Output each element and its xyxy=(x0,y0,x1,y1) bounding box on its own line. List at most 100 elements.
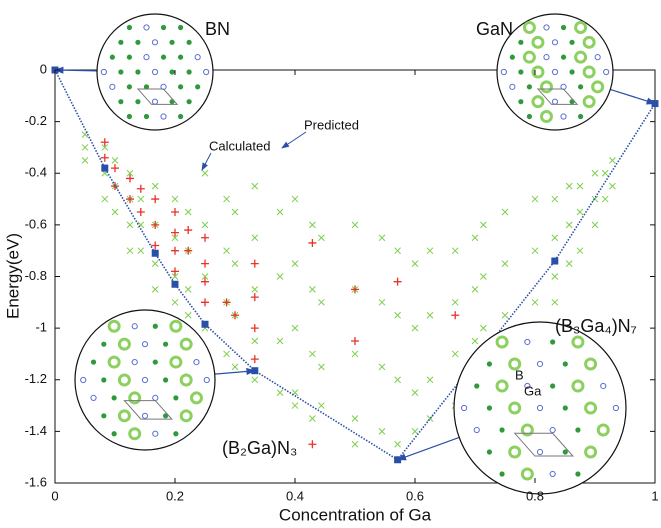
predicted-point xyxy=(591,221,599,229)
calculated-point xyxy=(126,174,134,183)
inset-atoms xyxy=(461,335,619,481)
predicted-point xyxy=(411,428,419,435)
predicted-point xyxy=(201,169,209,177)
atom-b xyxy=(111,395,117,401)
x-tick-label: 0.4 xyxy=(286,488,304,503)
atom-n xyxy=(131,358,138,366)
unit-cell xyxy=(136,88,179,105)
atom-n xyxy=(194,54,201,61)
atom-b xyxy=(509,54,515,60)
atom-ga xyxy=(117,409,131,423)
atom-n xyxy=(109,83,116,90)
atom-ga xyxy=(539,110,553,124)
atom-ga xyxy=(179,373,193,387)
atom-ga xyxy=(520,467,534,481)
predicted-point xyxy=(231,260,239,267)
predicted-point xyxy=(531,247,539,255)
atom-b xyxy=(499,427,505,433)
x-tick-label: 0.6 xyxy=(406,488,424,503)
annotation: (B₃Ga₄)N₇ xyxy=(555,316,637,336)
atom-b xyxy=(518,99,524,105)
x-tick-label: 0.2 xyxy=(166,488,184,503)
annotation: (B₂Ga)N₃ xyxy=(222,438,297,458)
legend-label: Predicted xyxy=(304,117,359,132)
predicted-point xyxy=(171,298,179,306)
predicted-point xyxy=(309,221,316,229)
atom-n xyxy=(100,68,107,76)
atom-ga xyxy=(107,319,121,333)
predicted-point xyxy=(394,376,401,384)
predicted-point xyxy=(471,234,479,242)
predicted-point xyxy=(171,234,179,242)
y-axis-title: Energy(eV) xyxy=(3,233,22,319)
atom-b xyxy=(569,99,575,105)
atom-b xyxy=(126,84,133,90)
predicted-point xyxy=(411,389,419,397)
calculated-point xyxy=(100,138,109,147)
legend-arrow xyxy=(201,152,212,171)
predicted-point xyxy=(565,182,573,190)
atom-n xyxy=(524,382,531,390)
atom-n xyxy=(193,358,200,366)
atom-b xyxy=(177,84,184,90)
y-tick-label: 0 xyxy=(40,61,47,76)
atom-n xyxy=(143,54,150,61)
atom-b xyxy=(152,323,158,329)
calculated-point xyxy=(171,267,179,276)
atom-b xyxy=(160,54,167,60)
atom-b xyxy=(577,84,584,90)
predicted-point xyxy=(137,221,145,229)
predicted-point xyxy=(551,273,559,280)
atom-b xyxy=(118,99,124,105)
calculated-point xyxy=(250,324,259,333)
predicted-point xyxy=(276,273,284,280)
calculated-point xyxy=(126,195,134,204)
calculated-point xyxy=(308,238,317,247)
hull-point xyxy=(101,164,109,172)
atom-n xyxy=(543,54,550,61)
atom-n xyxy=(536,360,544,368)
calculated-point xyxy=(111,164,119,173)
predicted-point xyxy=(451,350,459,358)
predicted-point xyxy=(126,247,134,255)
predicted-point xyxy=(171,273,179,280)
atom-n xyxy=(551,39,559,46)
predicted-point xyxy=(601,169,609,177)
atom-b xyxy=(518,69,524,75)
predicted-point xyxy=(426,415,434,422)
predicted-point xyxy=(309,286,316,293)
atom-ga xyxy=(582,65,596,79)
atom-ga xyxy=(169,319,183,333)
calculated-point xyxy=(351,285,359,294)
predicted-point xyxy=(81,144,89,151)
atom-n xyxy=(612,404,619,412)
predicted-point xyxy=(576,247,584,255)
atom-n xyxy=(549,470,556,478)
atom-b xyxy=(186,39,192,45)
calculated-point xyxy=(201,233,209,242)
predicted-point xyxy=(276,389,284,397)
atom-ga xyxy=(531,65,545,79)
predicted-point xyxy=(184,208,192,216)
atom-b xyxy=(160,24,167,31)
atom-b xyxy=(126,54,133,60)
atom-n xyxy=(203,376,210,384)
atom-ga xyxy=(520,423,534,437)
predicted-point xyxy=(251,234,259,242)
calculated-point xyxy=(250,259,259,268)
predicted-point xyxy=(351,415,359,422)
atom-b xyxy=(173,395,179,401)
calculated-point xyxy=(351,337,359,346)
predicted-point xyxy=(309,350,316,358)
atom-n xyxy=(543,24,550,31)
atom-b xyxy=(101,341,107,347)
atom-b xyxy=(101,413,107,419)
atom-n xyxy=(152,430,159,437)
atom-ga xyxy=(179,337,193,351)
atom-ga xyxy=(169,355,183,369)
inset-arrow xyxy=(214,367,256,376)
calculated-point xyxy=(201,298,209,307)
y-tick-label: -0.6 xyxy=(25,216,47,231)
predicted-point xyxy=(137,195,145,203)
atom-ga xyxy=(508,357,522,371)
